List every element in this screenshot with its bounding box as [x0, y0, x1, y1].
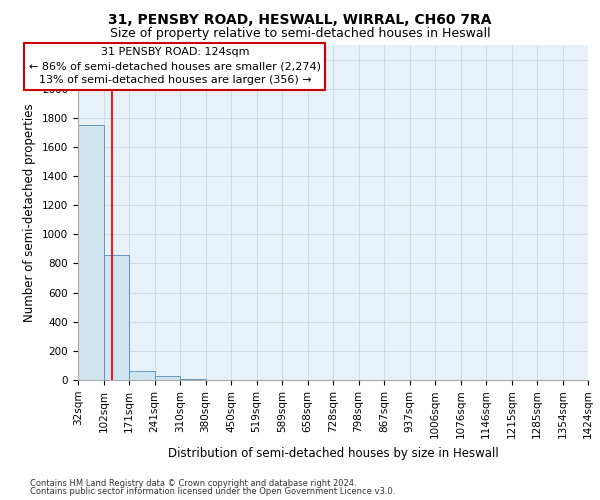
Y-axis label: Number of semi-detached properties: Number of semi-detached properties: [23, 103, 37, 322]
Text: Contains HM Land Registry data © Crown copyright and database right 2024.: Contains HM Land Registry data © Crown c…: [30, 478, 356, 488]
X-axis label: Distribution of semi-detached houses by size in Heswall: Distribution of semi-detached houses by …: [167, 447, 499, 460]
Text: Size of property relative to semi-detached houses in Heswall: Size of property relative to semi-detach…: [110, 28, 490, 40]
Text: 31, PENSBY ROAD, HESWALL, WIRRAL, CH60 7RA: 31, PENSBY ROAD, HESWALL, WIRRAL, CH60 7…: [108, 12, 492, 26]
Bar: [129, 372, 155, 380]
Bar: [104, 254, 129, 380]
Bar: [78, 125, 104, 380]
Bar: [155, 376, 180, 380]
Text: Contains public sector information licensed under the Open Government Licence v3: Contains public sector information licen…: [30, 487, 395, 496]
Text: 31 PENSBY ROAD: 124sqm
← 86% of semi-detached houses are smaller (2,274)
13% of : 31 PENSBY ROAD: 124sqm ← 86% of semi-det…: [29, 47, 321, 85]
